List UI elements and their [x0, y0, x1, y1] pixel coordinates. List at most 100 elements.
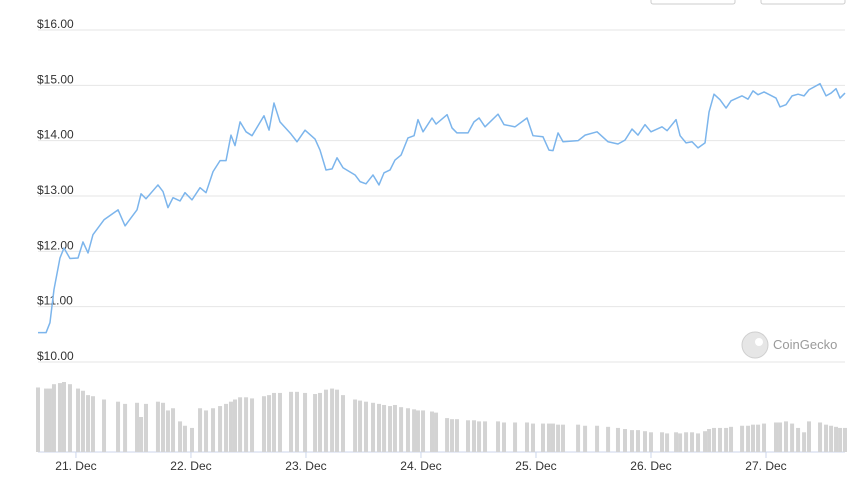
volume-bar: [561, 424, 566, 452]
price-line: [38, 82, 846, 334]
x-tick-label: 25. Dec: [515, 459, 556, 473]
volume-bar: [703, 431, 708, 452]
volume-bar: [123, 403, 128, 452]
volume-bar: [289, 391, 294, 452]
volume-bar: [36, 387, 40, 452]
volume-bar: [405, 408, 410, 452]
volume-bar: [204, 410, 209, 452]
volume-bar: [843, 427, 847, 452]
volume-bar: [353, 399, 358, 452]
volume-bar: [540, 423, 545, 452]
volume-bar: [477, 421, 482, 452]
volume-bar: [261, 396, 266, 452]
range-button[interactable]: [760, 0, 846, 5]
volume-bar: [233, 399, 238, 452]
volume-bar: [690, 432, 695, 452]
volume-bar: [696, 433, 701, 452]
volume-bar: [471, 420, 476, 452]
volume-bar: [434, 412, 439, 452]
volume-bar: [665, 433, 670, 452]
volume-bar: [415, 410, 420, 452]
y-tick-label: $10.00: [37, 349, 74, 363]
volume-bar: [90, 396, 95, 452]
volume-bar: [135, 402, 140, 452]
volume-bar: [57, 383, 62, 452]
volume-bar: [660, 432, 665, 452]
volume-bar: [648, 432, 653, 452]
volume-bar: [807, 421, 812, 452]
volume-bar: [102, 399, 107, 452]
volume-bar: [838, 427, 843, 452]
volume-bar: [244, 397, 249, 452]
volume-bar: [445, 418, 450, 452]
volume-bar: [189, 427, 194, 452]
y-tick-label: $12.00: [37, 238, 74, 252]
volume-bar: [143, 403, 148, 452]
volume-bar: [76, 388, 81, 452]
y-tick-label: $11.00: [37, 294, 73, 308]
grid: [38, 29, 845, 363]
volume-bar: [466, 420, 471, 452]
x-tick-label: 27. Dec: [745, 459, 786, 473]
volume-bar: [530, 423, 535, 452]
volume-bar: [712, 427, 717, 452]
watermark-text: CoinGecko: [773, 337, 837, 352]
volume-bar: [556, 424, 561, 452]
x-tick-label: 24. Dec: [400, 459, 441, 473]
volume-bar: [165, 410, 170, 452]
volume-bar: [228, 401, 233, 452]
volume-bar: [330, 388, 335, 452]
volume-bar: [267, 395, 272, 452]
volume-bar: [824, 424, 829, 452]
volume-bar: [238, 397, 243, 452]
volume-bar: [746, 425, 751, 452]
range-button[interactable]: [650, 0, 736, 5]
volume-bar: [678, 433, 683, 452]
volume-bar: [178, 421, 183, 452]
volume-bar: [483, 421, 488, 452]
volume-bar: [724, 427, 729, 452]
volume-bar: [224, 403, 229, 452]
volume-bar: [829, 425, 834, 452]
volume-bar: [643, 431, 648, 452]
volume-bar: [576, 424, 581, 452]
volume-bar: [161, 402, 166, 452]
volume-bar: [388, 406, 393, 452]
y-tick-label: $16.00: [37, 17, 74, 31]
volume-bar: [358, 400, 363, 452]
volume-bar: [778, 422, 783, 452]
volume-bar: [211, 408, 216, 452]
volume-bar: [421, 410, 426, 452]
volume-bar: [198, 408, 203, 452]
x-tick-label: 21. Dec: [55, 459, 96, 473]
x-tick-label: 26. Dec: [630, 459, 671, 473]
volume-bar: [86, 395, 91, 452]
volume-bar: [51, 384, 56, 452]
volume-bar: [630, 430, 635, 452]
volume-bar: [595, 425, 600, 452]
volume-bar: [773, 422, 778, 452]
y-tick-label: $15.00: [37, 72, 74, 86]
volume-bar: [583, 425, 588, 452]
volume-bar: [502, 422, 507, 452]
volume-bar: [790, 423, 795, 452]
volume-bar: [47, 388, 52, 452]
volume-bar: [80, 390, 85, 452]
volume-bar: [412, 409, 417, 452]
volume-bar: [271, 392, 276, 452]
volume-bar: [796, 427, 801, 452]
volume-bar: [622, 429, 627, 452]
volume-bar: [756, 424, 761, 452]
volume-bar: [496, 421, 501, 452]
y-tick-label: $13.00: [37, 183, 74, 197]
volume-bar: [513, 422, 518, 452]
y-tick-label: $14.00: [37, 128, 74, 142]
volume-bar: [317, 392, 322, 452]
volume-bar: [335, 389, 340, 452]
volume-bar: [615, 427, 620, 452]
volume-bar: [323, 389, 328, 452]
x-tick-label: 22. Dec: [170, 459, 211, 473]
volume-bar: [376, 403, 381, 452]
volume-bar: [44, 388, 49, 452]
